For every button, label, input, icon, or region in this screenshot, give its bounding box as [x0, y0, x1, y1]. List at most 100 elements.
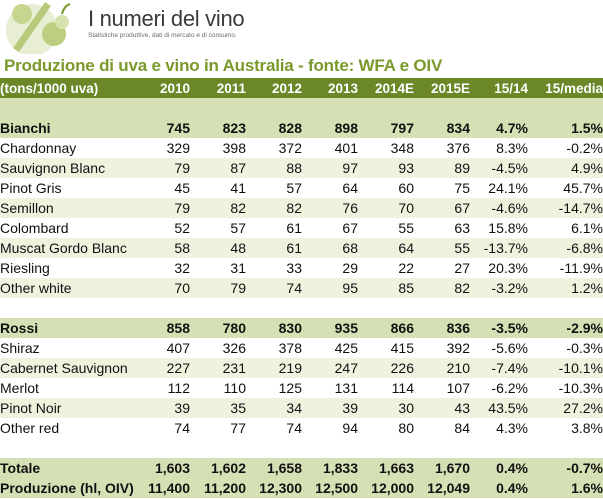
table-cell: 415: [390, 340, 414, 356]
table-cell: 15.8%: [488, 220, 528, 236]
table-cell: 828: [246, 118, 302, 138]
table-cell: 231: [190, 358, 246, 378]
table-cell: 27: [454, 260, 470, 276]
table-cell: -10.1%: [528, 358, 603, 378]
table-cell: 1,663: [358, 458, 414, 478]
table-cell: 866: [358, 318, 414, 338]
table-cell: 1.5%: [528, 118, 603, 138]
row-label: Rossi: [0, 318, 137, 338]
brand-name: I numeri del vino: [88, 6, 245, 31]
table-cell: 22: [398, 260, 414, 276]
table-row: Semillon 79 82 82 76 70 67 -4.6% -14.7%: [0, 198, 603, 218]
header-row: (tons/1000 uva) 2010 2011 2012 2013 2014E 2015…: [0, 78, 603, 98]
table-row: Merlot 112 110 125 131 114 107 -6.2% -10.3%: [0, 378, 603, 398]
table-cell: 84: [454, 420, 470, 436]
table-cell: 12,500: [302, 478, 358, 498]
table-cell: 70: [137, 278, 190, 298]
grand-total-row: Totale 1,603 1,602 1,658 1,833 1,663 1,670 0.4%…: [0, 458, 603, 478]
table-cell: 407: [166, 340, 190, 356]
table-cell: 45.7%: [563, 180, 603, 196]
row-label: Riesling: [0, 260, 50, 276]
table-cell: 210: [414, 358, 470, 378]
row-label: Semillon: [0, 198, 137, 218]
table-cell: -0.7%: [528, 458, 603, 478]
row-label: Other white: [0, 278, 137, 298]
table-cell: 1,603: [137, 458, 190, 478]
table-body: (tons/1000 uva) 2010 2011 2012 2013 2014E 2015…: [0, 78, 603, 498]
group-total-row: Bianchi 745 823 828 898 797 834 4.7% 1.5%: [0, 118, 603, 138]
table-cell: 30: [358, 398, 414, 418]
table-cell: 858: [137, 318, 190, 338]
table-cell: 378: [278, 340, 302, 356]
table-cell: -3.5%: [470, 318, 528, 338]
spacer-row: [0, 98, 603, 118]
table-cell: 94: [342, 420, 358, 436]
row-label: Colombard: [0, 220, 69, 236]
row-label: Chardonnay: [0, 140, 77, 156]
table-cell: -14.7%: [528, 198, 603, 218]
table-cell: 43.5%: [470, 398, 528, 418]
table-cell: 67: [414, 198, 470, 218]
table-cell: 2011: [190, 78, 246, 98]
row-label: Other red: [0, 420, 60, 436]
table-cell: 226: [358, 358, 414, 378]
table-cell: 70: [358, 198, 414, 218]
table-cell: 823: [190, 118, 246, 138]
table-cell: -0.2%: [566, 140, 603, 156]
table-cell: 39: [137, 398, 190, 418]
table-cell: -0.3%: [566, 340, 603, 356]
table-cell: 97: [302, 158, 358, 178]
brand-tagline: Statistiche produttive, dati di mercato …: [88, 32, 237, 39]
table-cell: 12,300: [246, 478, 302, 498]
table-cell: 348: [390, 140, 414, 156]
table-cell: 87: [190, 158, 246, 178]
table-row: Other red 74 77 74 94 80 84 4.3% 3.8%: [0, 418, 603, 438]
row-label: Pinot Gris: [0, 180, 62, 196]
table-cell: 75: [454, 180, 470, 196]
table-cell: 4.7%: [470, 118, 528, 138]
row-label: Totale: [0, 458, 137, 478]
table-cell: 1,658: [246, 458, 302, 478]
table-cell: 64: [342, 180, 358, 196]
table-cell: 114: [391, 380, 414, 396]
table-cell: 55: [414, 238, 470, 258]
table-cell: 745: [137, 118, 190, 138]
table-cell: -6.2%: [491, 380, 528, 396]
row-label: Produzione (hl, OIV): [0, 478, 137, 498]
row-label: Pinot Noir: [0, 398, 137, 418]
table-cell: 11,200: [190, 478, 246, 498]
table-cell: 1,602: [190, 458, 246, 478]
table-cell: 4.3%: [496, 420, 528, 436]
table-cell: 1.2%: [528, 278, 603, 298]
row-label: Cabernet Sauvignon: [0, 358, 137, 378]
production-row: Produzione (hl, OIV) 11,400 11,200 12,300 12…: [0, 478, 603, 498]
table-cell: 43: [414, 398, 470, 418]
table-cell: 2013: [302, 78, 358, 98]
row-label: Merlot: [0, 380, 39, 396]
table-cell: 12,049: [414, 478, 470, 498]
table-cell: 67: [342, 220, 358, 236]
table-cell: 935: [302, 318, 358, 338]
table-cell: 89: [414, 158, 470, 178]
table-row: Colombard 52 57 61 67 55 63 15.8% 6.1%: [0, 218, 603, 238]
table-cell: 33: [286, 260, 302, 276]
table-cell: 219: [246, 358, 302, 378]
table-cell: 247: [302, 358, 358, 378]
table-row: Pinot Noir 39 35 34 39 30 43 43.5% 27.2%: [0, 398, 603, 418]
percent-grape-logo-icon: [6, 2, 71, 54]
table-cell: 95: [302, 278, 358, 298]
table-cell: -4.5%: [470, 158, 528, 178]
table-cell: 227: [137, 358, 190, 378]
table-cell: 63: [454, 220, 470, 236]
table-row: Pinot Gris 45 41 57 64 60 75 24.1% 45.7%: [0, 178, 603, 198]
table-cell: 372: [278, 140, 302, 156]
table-cell: 2014E: [358, 78, 414, 98]
table-cell: 131: [334, 380, 358, 396]
table-cell: 41: [230, 180, 246, 196]
table-cell: 780: [190, 318, 246, 338]
table-row: Sauvignon Blanc 79 87 88 97 93 89 -4.5% 4.9%: [0, 158, 603, 178]
table-cell: 2012: [246, 78, 302, 98]
table-cell: 77: [230, 420, 246, 436]
table-cell: 64: [358, 238, 414, 258]
table-cell: 80: [398, 420, 414, 436]
